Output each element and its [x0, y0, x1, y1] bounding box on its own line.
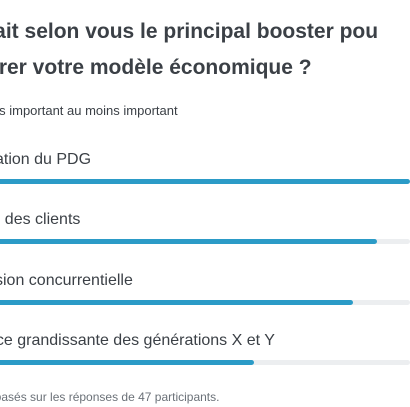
option-bar-fill	[0, 360, 255, 365]
option-label: cation du PDG	[0, 151, 92, 168]
option-bar-track	[0, 239, 410, 244]
option-bar-track	[0, 300, 410, 305]
option-bar-fill	[0, 300, 353, 305]
option-label: te des clients	[0, 211, 81, 228]
option-bar-fill	[0, 239, 378, 244]
participants-footnote: t basés sur les réponses de 47 participa…	[0, 390, 220, 404]
question-line-2: urer votre modèle économique ?	[0, 56, 312, 79]
question-title: rait selon vous le principal booster pou…	[0, 14, 410, 86]
ranked-option-4: nce grandissante des générations X et Y	[0, 332, 410, 372]
ranked-option-1: cation du PDG	[0, 151, 410, 191]
ranked-option-3: ssion concurrentielle	[0, 272, 410, 312]
question-line-1: rait selon vous le principal booster pou	[0, 20, 379, 43]
ranking-instruction: lus important au moins important	[0, 103, 178, 118]
ranked-option-2: te des clients	[0, 211, 410, 251]
option-label: ssion concurrentielle	[0, 272, 133, 289]
option-label: nce grandissante des générations X et Y	[0, 332, 275, 349]
option-bar-track	[0, 179, 410, 184]
option-bar-track	[0, 360, 410, 365]
option-bar-fill	[0, 179, 410, 184]
